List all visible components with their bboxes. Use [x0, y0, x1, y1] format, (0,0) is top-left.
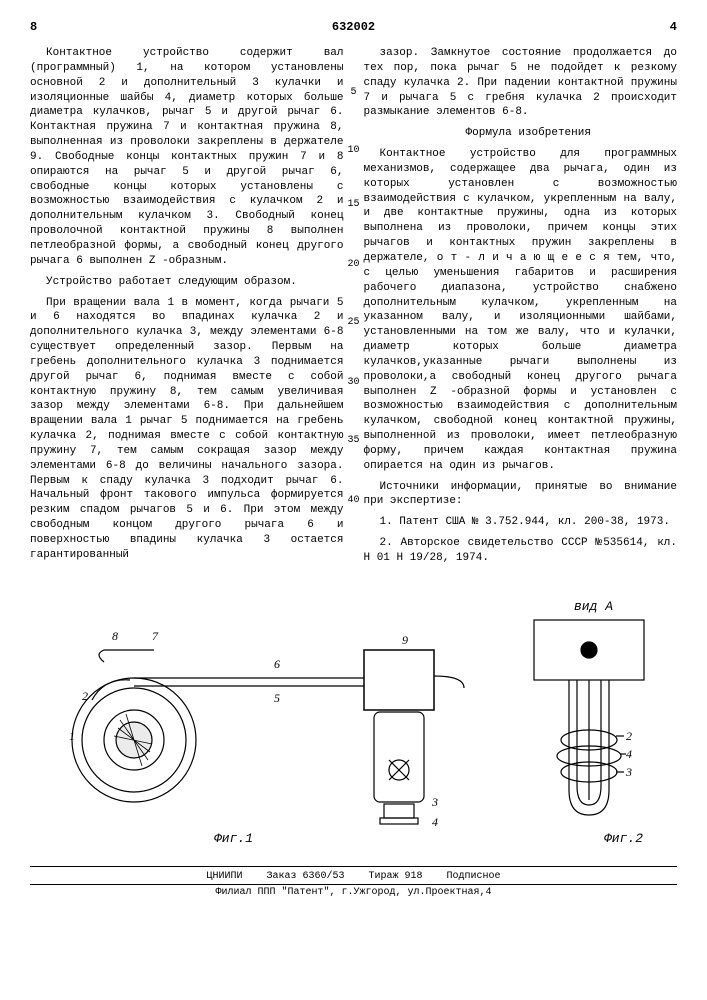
para: При вращении вала 1 в момент, когда рыча… — [30, 296, 344, 563]
fig1-holder — [284, 650, 464, 710]
fig1-cam-wheel — [72, 650, 364, 802]
figures: 1 2 7 8 6 5 9 4 3 Фиг.1 вид A — [30, 580, 677, 860]
svg-text:1: 1 — [69, 729, 75, 743]
para: Источники информации, принятые во вниман… — [364, 480, 678, 510]
lineno: 25 — [344, 318, 364, 328]
svg-text:вид A: вид A — [574, 599, 613, 614]
page-num-left: 8 — [30, 20, 37, 34]
svg-text:9: 9 — [402, 633, 408, 647]
svg-text:Фиг.2: Фиг.2 — [604, 831, 643, 846]
para: Устройство работает следующим образом. — [30, 275, 344, 290]
footer-line2: Филиал ППП "Патент", г.Ужгород, ул.Проек… — [30, 884, 677, 898]
footer-order: Заказ 6360/53 — [266, 871, 344, 882]
footer-org: ЦНИИПИ — [206, 871, 242, 882]
fig1-side-assy — [374, 712, 424, 824]
svg-text:2: 2 — [82, 689, 88, 703]
figures-svg: 1 2 7 8 6 5 9 4 3 Фиг.1 вид A — [34, 580, 674, 860]
svg-text:8: 8 — [112, 629, 118, 643]
para: 2. Авторское свидетельство СССР №535614,… — [364, 536, 678, 566]
para: зазор. Замкнутое состояние продолжается … — [364, 46, 678, 120]
lineno: 35 — [344, 436, 364, 446]
fig1-label: Фиг.1 — [214, 831, 253, 846]
footer-sub: Подписное — [447, 871, 501, 882]
lineno: 20 — [344, 260, 364, 270]
body-columns: Контактное устройство содержит вал (прог… — [30, 46, 677, 572]
lineno: 40 — [344, 496, 364, 506]
header-row: 8 632002 4 — [30, 20, 677, 34]
lineno: 30 — [344, 378, 364, 388]
formula-title: Формула изобретения — [364, 126, 678, 141]
svg-text:4: 4 — [626, 747, 632, 761]
doc-number: 632002 — [332, 20, 375, 34]
right-column: зазор. Замкнутое состояние продолжается … — [364, 46, 678, 572]
para: 1. Патент США № 3.752.944, кл. 200-38, 1… — [364, 515, 678, 530]
svg-text:4: 4 — [432, 815, 438, 829]
footer: ЦНИИПИ Заказ 6360/53 Тираж 918 Подписное… — [30, 866, 677, 898]
footer-line1: ЦНИИПИ Заказ 6360/53 Тираж 918 Подписное — [30, 871, 677, 882]
lineno: 5 — [344, 88, 364, 98]
svg-text:2: 2 — [626, 729, 632, 743]
left-column: Контактное устройство содержит вал (прог… — [30, 46, 344, 572]
para: Контактное устройство содержит вал (прог… — [30, 46, 344, 269]
svg-text:7: 7 — [152, 629, 159, 643]
svg-text:6: 6 — [274, 657, 280, 671]
page-num-right: 4 — [670, 20, 677, 34]
footer-tirazh: Тираж 918 — [369, 871, 423, 882]
svg-text:3: 3 — [625, 765, 632, 779]
svg-text:5: 5 — [274, 691, 280, 705]
lineno: 15 — [344, 200, 364, 210]
page: 8 632002 4 5 10 15 20 25 30 35 40 Контак… — [0, 0, 707, 1000]
fig2: вид A 2 3 4 — [534, 599, 644, 846]
lineno: 10 — [344, 146, 364, 156]
para: Контактное устройство для программных ме… — [364, 147, 678, 474]
svg-text:3: 3 — [431, 795, 438, 809]
